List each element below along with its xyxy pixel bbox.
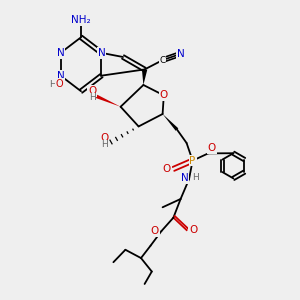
Text: N: N <box>181 173 188 183</box>
Text: O: O <box>88 86 96 96</box>
Polygon shape <box>163 114 178 131</box>
Text: O: O <box>55 79 63 89</box>
Text: O: O <box>163 164 171 174</box>
Text: N: N <box>177 49 184 59</box>
Text: H: H <box>89 93 95 102</box>
Text: C: C <box>160 56 166 64</box>
Text: O: O <box>151 226 159 236</box>
Text: O: O <box>208 143 216 153</box>
Text: P: P <box>190 156 196 166</box>
Text: NH₂: NH₂ <box>71 15 91 25</box>
Polygon shape <box>142 69 147 85</box>
Polygon shape <box>96 95 121 107</box>
Text: N: N <box>57 48 64 58</box>
Text: N: N <box>98 48 105 58</box>
Text: N: N <box>57 71 64 81</box>
Text: O: O <box>189 225 197 235</box>
Text: O: O <box>100 134 109 143</box>
Text: H: H <box>101 140 108 149</box>
Text: O: O <box>160 90 168 100</box>
Text: H: H <box>192 173 198 182</box>
Text: H: H <box>49 80 56 88</box>
